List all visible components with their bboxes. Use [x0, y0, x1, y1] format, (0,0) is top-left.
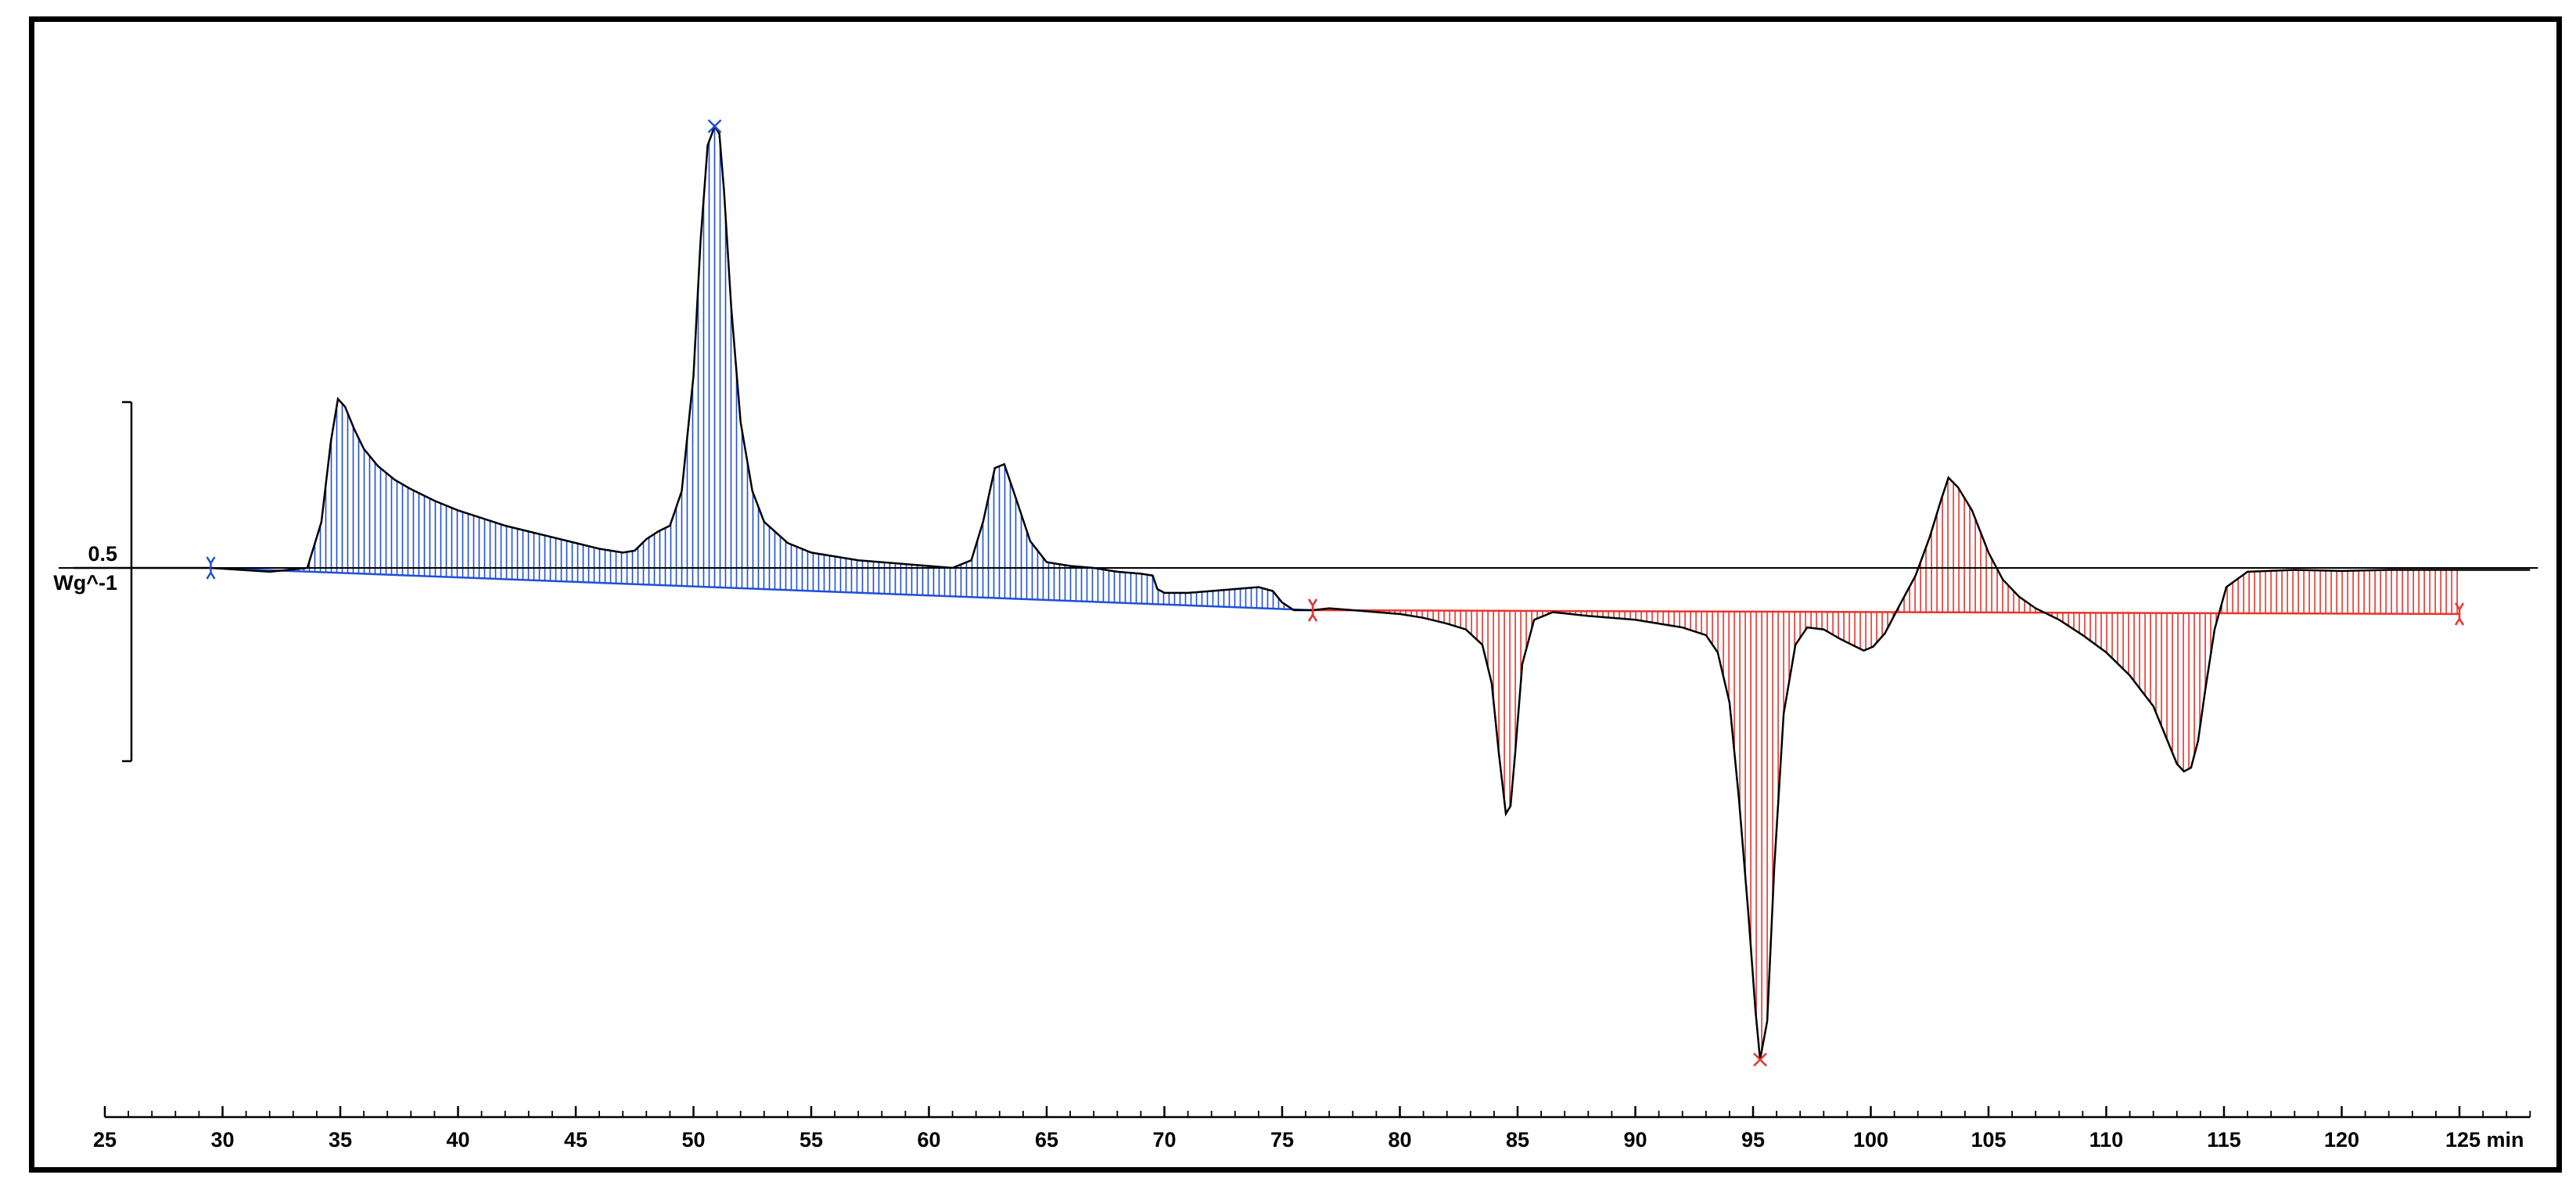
chart-frame — [29, 16, 2562, 1173]
scale-bar-unit: Wg^-1 — [53, 571, 117, 595]
integration-limit-marker — [206, 556, 216, 580]
x-axis: 25 30 35 40 45 50 55 60 65 70 75 80 85 90 95 100 105 110 1… — [93, 1106, 2531, 1151]
peak-marker — [707, 119, 722, 134]
x-tick-label: 55 — [799, 1128, 823, 1151]
integration-baseline — [210, 566, 1313, 612]
y-scale-bar: 0.5 Wg^-1 — [53, 401, 133, 763]
x-tick-label: 80 — [1388, 1128, 1411, 1151]
x-tick-label: 35 — [329, 1128, 352, 1151]
x-tick-label: 30 — [210, 1128, 234, 1151]
x-tick-label: 45 — [564, 1128, 587, 1151]
x-tick-label: 40 — [446, 1128, 469, 1151]
x-tick-label: 95 — [1741, 1128, 1765, 1151]
x-tick-label: 65 — [1035, 1128, 1058, 1151]
peak-markers — [206, 119, 2465, 1067]
peak-marker — [1753, 1052, 1767, 1067]
scale-bar-value: 0.5 — [88, 542, 117, 566]
integration-limit-marker — [1308, 598, 1318, 622]
dsc-curve — [74, 124, 2531, 1060]
x-axis-ticks: 25 30 35 40 45 50 55 60 65 70 75 80 85 90 95 100 105 110 1… — [93, 1106, 2531, 1151]
integration-limit-marker — [2454, 602, 2465, 626]
x-tick-label: 110 — [2089, 1128, 2124, 1151]
x-tick-label: 90 — [1623, 1128, 1647, 1151]
integration-baselines — [210, 566, 2460, 616]
x-tick-label: 85 — [1506, 1128, 1529, 1151]
x-tick-label: 75 — [1270, 1128, 1294, 1151]
x-tick-label: 125 min — [2445, 1128, 2524, 1151]
x-tick-label: 120 — [2324, 1128, 2359, 1151]
x-tick-label: 25 — [93, 1128, 117, 1151]
x-tick-label: 70 — [1152, 1128, 1176, 1151]
integration-baseline — [1313, 609, 2460, 616]
x-tick-label: 60 — [917, 1128, 940, 1151]
x-tick-label: 115 — [2207, 1128, 2241, 1151]
x-tick-label: 105 — [1971, 1128, 2006, 1151]
x-tick-label: 100 — [1853, 1128, 1888, 1151]
x-tick-label: 50 — [681, 1128, 705, 1151]
peak-hatching — [215, 126, 2458, 1051]
